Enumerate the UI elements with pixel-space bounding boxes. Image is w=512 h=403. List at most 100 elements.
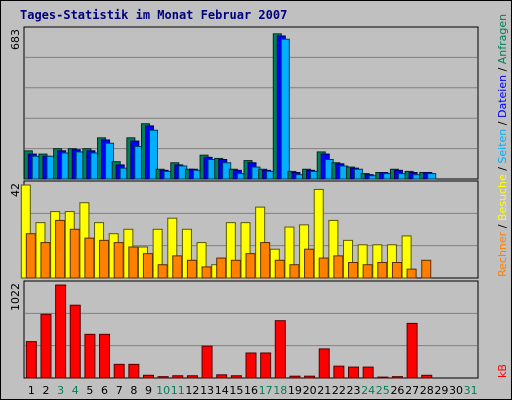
legend-separator: / <box>496 221 509 232</box>
bar-bottom-kb-day-26 <box>391 376 403 379</box>
x-tick-label-day-4: 4 <box>72 384 79 397</box>
bar-bottom-kb-day-27 <box>406 322 418 379</box>
x-tick-label-day-11: 11 <box>171 384 185 397</box>
x-tick-label-day-29: 29 <box>434 384 448 397</box>
legend-separator: / <box>496 64 509 75</box>
bar-middle-rechner-day-6 <box>99 239 110 279</box>
bar-bottom-kb-day-28 <box>421 374 433 379</box>
bar-middle-rechner-day-2 <box>40 242 51 279</box>
x-tick-label-day-20: 20 <box>303 384 317 397</box>
bar-bottom-kb-day-18 <box>274 320 286 379</box>
bar-bottom-kb-day-3 <box>55 284 67 379</box>
x-tick-label-day-10: 10 <box>156 384 170 397</box>
bar-bottom-kb-day-22 <box>333 365 345 379</box>
x-tick-label-day-25: 25 <box>376 384 390 397</box>
bar-middle-rechner-day-28 <box>421 259 432 279</box>
x-tick-label-day-12: 12 <box>185 384 199 397</box>
legend-entry-dateien: Dateien <box>496 75 509 118</box>
bar-top-seiten-day-18 <box>280 38 290 180</box>
x-tick-label-day-19: 19 <box>288 384 302 397</box>
bar-middle-rechner-day-16 <box>245 253 256 279</box>
x-tick-label-day-7: 7 <box>116 384 123 397</box>
legend-entry-besuche: Besuche <box>496 174 509 221</box>
bar-middle-rechner-day-18 <box>274 259 285 279</box>
x-tick-label-day-5: 5 <box>86 384 93 397</box>
bar-middle-rechner-day-12 <box>186 259 197 279</box>
legend-separator: / <box>496 118 509 129</box>
bar-bottom-kb-day-17 <box>260 352 272 379</box>
bar-bottom-kb-day-12 <box>186 375 198 379</box>
x-tick-label-day-14: 14 <box>215 384 229 397</box>
bar-top-seiten-day-9 <box>148 129 158 180</box>
bar-bottom-kb-day-4 <box>69 304 81 379</box>
bar-bottom-kb-day-25 <box>377 376 389 379</box>
bar-top-seiten-day-28 <box>427 173 437 180</box>
bar-bottom-kb-day-8 <box>128 363 140 379</box>
x-tick-label-day-21: 21 <box>317 384 331 397</box>
x-tick-label-day-22: 22 <box>332 384 346 397</box>
bar-bottom-kb-day-1 <box>25 341 37 379</box>
bar-bottom-kb-day-11 <box>172 375 184 379</box>
x-tick-label-day-16: 16 <box>244 384 258 397</box>
bar-bottom-kb-day-13 <box>201 345 213 379</box>
legend-separator: / <box>496 164 509 175</box>
ymax-label-middle: 42 <box>9 183 22 197</box>
bar-bottom-kb-day-2 <box>40 313 52 379</box>
x-tick-label-day-27: 27 <box>405 384 419 397</box>
bar-middle-rechner-day-27 <box>406 268 417 279</box>
bar-middle-rechner-day-20 <box>304 248 315 279</box>
bar-middle-rechner-day-19 <box>289 264 300 279</box>
bar-middle-rechner-day-4 <box>69 228 80 279</box>
x-tick-label-day-30: 30 <box>449 384 463 397</box>
bar-middle-rechner-day-9 <box>142 253 153 279</box>
bar-middle-rechner-day-21 <box>318 257 329 279</box>
x-tick-label-day-9: 9 <box>145 384 152 397</box>
bar-top-seiten-day-6 <box>105 142 115 180</box>
ymax-label-top: 683 <box>9 29 22 50</box>
bar-middle-rechner-day-15 <box>230 259 241 279</box>
x-tick-label-day-18: 18 <box>273 384 287 397</box>
x-tick-label-day-6: 6 <box>101 384 108 397</box>
bar-middle-rechner-day-22 <box>333 255 344 279</box>
legend-entry-kb: kB <box>496 364 509 378</box>
bar-bottom-kb-day-15 <box>230 375 242 379</box>
bar-bottom-kb-day-7 <box>113 363 125 379</box>
bar-bottom-kb-day-5 <box>84 333 96 379</box>
bar-bottom-kb-day-21 <box>318 348 330 379</box>
x-tick-label-day-2: 2 <box>42 384 49 397</box>
bar-middle-rechner-day-26 <box>391 262 402 279</box>
x-tick-label-day-24: 24 <box>361 384 375 397</box>
bar-bottom-kb-day-16 <box>245 352 257 379</box>
x-tick-label-day-31: 31 <box>464 384 478 397</box>
bar-bottom-kb-day-19 <box>289 375 301 379</box>
x-tick-label-day-23: 23 <box>347 384 361 397</box>
x-tick-label-day-17: 17 <box>259 384 273 397</box>
bar-middle-rechner-day-11 <box>172 255 183 279</box>
bar-bottom-kb-day-14 <box>216 374 228 379</box>
chart-title: Tages-Statistik im Monat Februar 2007 <box>20 8 287 22</box>
bar-middle-rechner-day-14 <box>216 257 227 279</box>
bar-middle-rechner-day-1 <box>25 233 36 279</box>
x-tick-label-day-15: 15 <box>229 384 243 397</box>
bar-middle-rechner-day-3 <box>55 219 66 279</box>
legend-entry-anfragen: Anfragen <box>496 14 509 64</box>
bar-middle-rechner-day-23 <box>348 262 359 279</box>
bar-bottom-kb-day-9 <box>142 374 154 379</box>
right-legend: Rechner / Besuche / Seiten / Dateien / A… <box>496 14 509 277</box>
bar-bottom-kb-day-24 <box>362 366 374 379</box>
bar-bottom-kb-day-10 <box>157 376 169 379</box>
x-tick-label-day-3: 3 <box>57 384 64 397</box>
bar-bottom-kb-day-20 <box>304 375 316 379</box>
bar-middle-rechner-day-8 <box>128 246 139 279</box>
legend-entry-seiten: Seiten <box>496 129 509 164</box>
x-tick-label-day-28: 28 <box>420 384 434 397</box>
x-tick-label-day-1: 1 <box>28 384 35 397</box>
bar-middle-rechner-day-25 <box>377 262 388 279</box>
ymax-label-bottom: 1022 <box>9 283 22 311</box>
x-tick-label-day-26: 26 <box>390 384 404 397</box>
bar-middle-rechner-day-7 <box>113 242 124 279</box>
bar-bottom-kb-day-23 <box>348 366 360 379</box>
x-tick-label-day-8: 8 <box>130 384 137 397</box>
bar-middle-rechner-day-13 <box>201 266 212 279</box>
bar-middle-rechner-day-10 <box>157 264 168 279</box>
